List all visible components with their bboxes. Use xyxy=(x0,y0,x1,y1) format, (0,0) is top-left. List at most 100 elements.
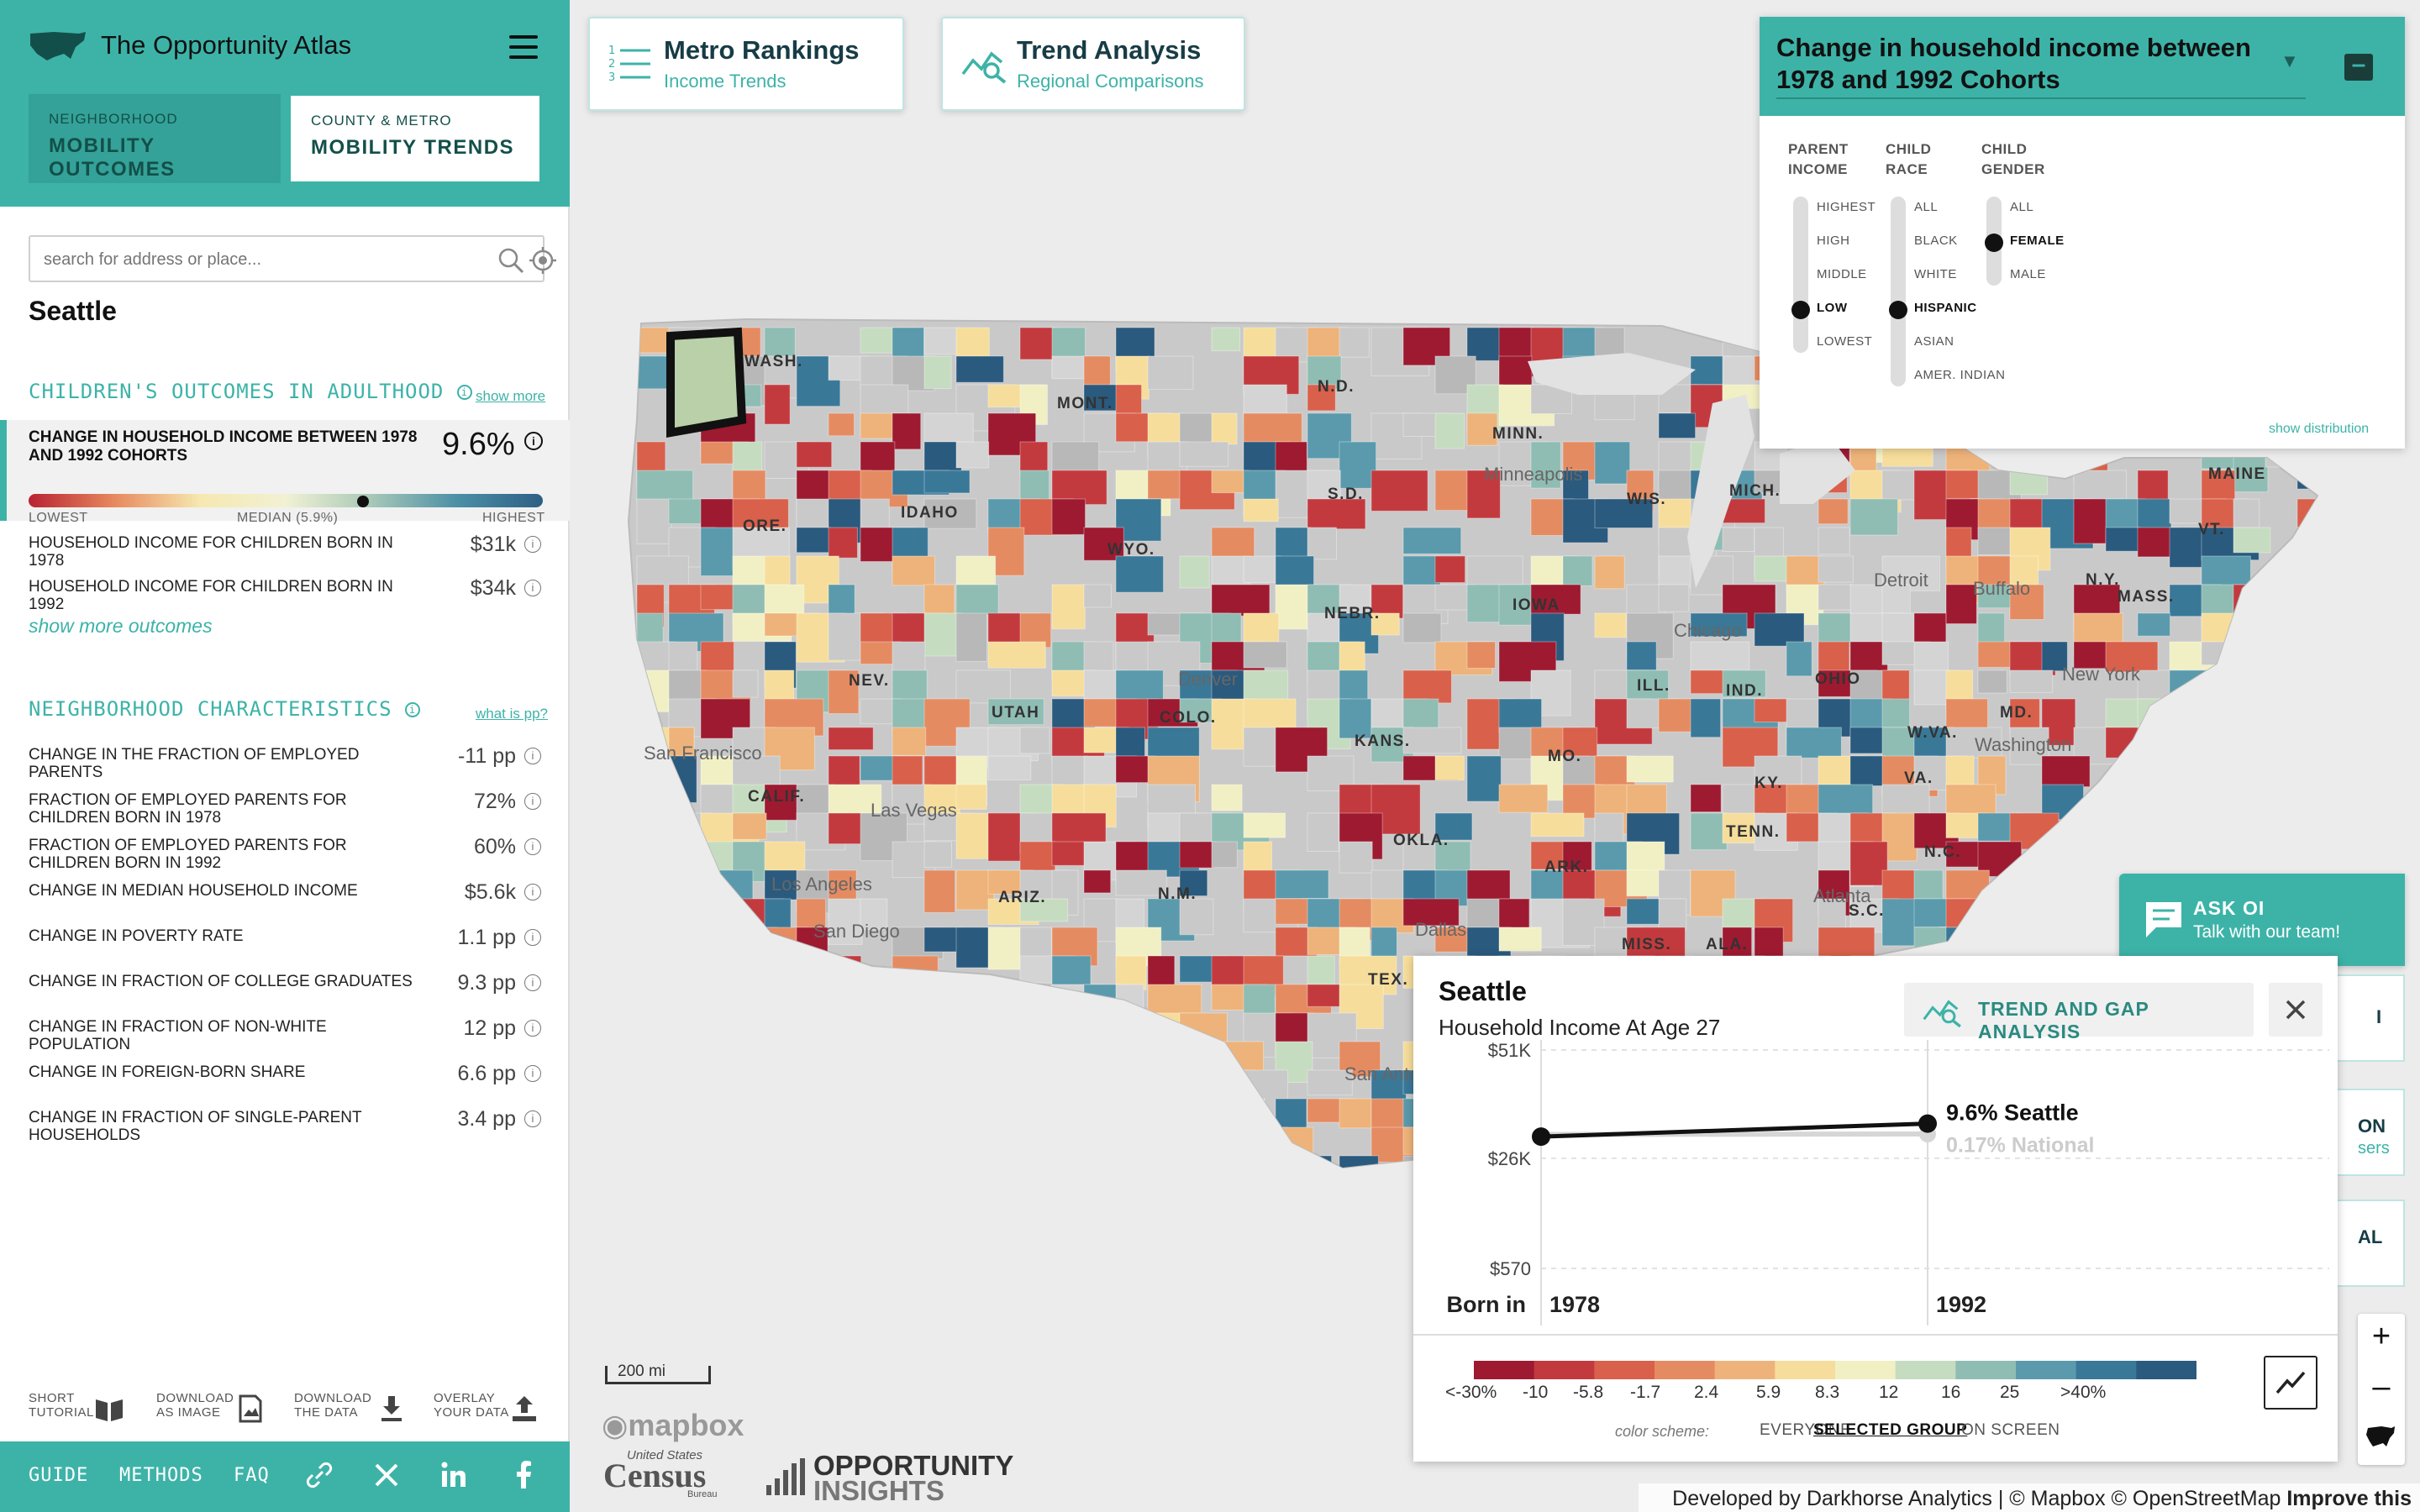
county-tile[interactable] xyxy=(1339,1155,1379,1201)
county-tile[interactable] xyxy=(668,841,701,870)
county-tile[interactable] xyxy=(1051,470,1107,506)
county-tile[interactable] xyxy=(828,812,863,845)
county-tile[interactable] xyxy=(2201,755,2236,779)
tutorial-button[interactable]: SHORT TUTORIAL xyxy=(29,1391,94,1420)
county-tile[interactable] xyxy=(1179,841,1216,869)
county-tile[interactable] xyxy=(2169,727,2217,752)
county-tile[interactable] xyxy=(1051,498,1086,535)
county-tile[interactable] xyxy=(1594,441,1631,485)
county-tile[interactable] xyxy=(764,1012,806,1040)
county-tile[interactable] xyxy=(1275,1155,1333,1193)
county-tile[interactable] xyxy=(828,1098,865,1142)
county-tile[interactable] xyxy=(955,784,987,810)
county-tile[interactable] xyxy=(2233,584,2275,624)
county-tile[interactable] xyxy=(1402,669,1452,704)
county-tile[interactable] xyxy=(1115,1098,1166,1126)
county-tile[interactable] xyxy=(892,1126,933,1175)
county-tile[interactable] xyxy=(1307,1069,1353,1096)
locate-icon[interactable] xyxy=(529,247,556,274)
hamburger-menu-icon[interactable] xyxy=(509,35,538,59)
county-tile[interactable] xyxy=(1849,841,1888,886)
county-tile[interactable] xyxy=(636,898,689,930)
county-tile[interactable] xyxy=(2009,927,2069,955)
info-icon[interactable]: i xyxy=(524,1020,541,1037)
county-tile[interactable] xyxy=(1754,612,1805,647)
methods-link[interactable]: METHODS xyxy=(119,1465,203,1486)
county-tile[interactable] xyxy=(1083,1069,1131,1116)
county-tile[interactable] xyxy=(1115,869,1167,896)
county-tile[interactable] xyxy=(2265,669,2308,695)
county-tile[interactable] xyxy=(1818,555,1854,583)
county-tile[interactable] xyxy=(1945,727,2002,759)
county-tile[interactable] xyxy=(636,1126,670,1168)
county-tile[interactable] xyxy=(1626,755,1674,783)
filter-option[interactable]: MIDDLE xyxy=(1817,267,1867,281)
county-tile[interactable] xyxy=(1307,812,1339,853)
zoom-in-button[interactable]: + xyxy=(2371,1319,2391,1354)
county-tile[interactable] xyxy=(1115,955,1147,990)
county-tile[interactable] xyxy=(732,955,789,1001)
book-icon[interactable] xyxy=(94,1394,124,1423)
county-tile[interactable] xyxy=(2296,698,2344,722)
county-tile[interactable] xyxy=(2105,784,2162,817)
filter-option[interactable]: HIGHEST xyxy=(1817,200,1876,214)
download-image-button[interactable]: DOWNLOAD AS IMAGE xyxy=(156,1391,234,1420)
county-tile[interactable] xyxy=(732,1069,776,1096)
mapbox-logo[interactable]: ◉mapbox xyxy=(602,1408,744,1442)
county-tile[interactable] xyxy=(923,498,977,529)
county-tile[interactable] xyxy=(2296,441,2324,490)
county-tile[interactable] xyxy=(923,984,980,1015)
county-tile[interactable] xyxy=(1818,527,1850,555)
county-tile[interactable] xyxy=(2137,612,2171,637)
county-tile[interactable] xyxy=(2073,841,2133,874)
county-tile[interactable] xyxy=(1019,1012,1066,1059)
county-tile[interactable] xyxy=(1307,355,1342,391)
county-tile[interactable] xyxy=(892,641,926,672)
county-tile[interactable] xyxy=(1786,727,1842,759)
trend-gap-analysis-button[interactable]: TREND AND GAP ANALYSIS xyxy=(1904,983,2254,1042)
county-tile[interactable] xyxy=(2073,812,2105,838)
county-tile[interactable] xyxy=(1434,755,1465,781)
county-tile[interactable] xyxy=(923,1041,968,1076)
county-tile[interactable] xyxy=(796,527,831,554)
county-tile[interactable] xyxy=(2169,698,2197,749)
county-tile[interactable] xyxy=(860,1098,893,1125)
county-tile[interactable] xyxy=(796,1098,837,1131)
county-tile[interactable] xyxy=(1179,441,1229,467)
county-tile[interactable] xyxy=(828,669,860,715)
county-tile[interactable] xyxy=(700,1126,760,1172)
download-icon[interactable] xyxy=(376,1394,407,1423)
county-tile[interactable] xyxy=(700,1069,734,1108)
filter-option[interactable]: MALE xyxy=(2010,267,2046,281)
county-tile[interactable] xyxy=(1275,1098,1307,1132)
filter-option[interactable]: BLACK xyxy=(1914,234,1958,248)
county-tile[interactable] xyxy=(1211,841,1238,869)
county-tile[interactable] xyxy=(955,812,992,859)
county-tile[interactable] xyxy=(828,412,855,437)
county-tile[interactable] xyxy=(892,955,939,995)
county-tile[interactable] xyxy=(1690,612,1748,638)
county-tile[interactable] xyxy=(955,669,1011,704)
county-tile[interactable] xyxy=(668,955,725,999)
county-tile[interactable] xyxy=(2265,727,2308,757)
county-tile[interactable] xyxy=(1083,1012,1112,1043)
county-tile[interactable] xyxy=(987,984,1034,1026)
county-tile[interactable] xyxy=(2201,698,2245,748)
info-icon[interactable]: i xyxy=(405,702,421,717)
county-tile[interactable] xyxy=(1211,412,1238,445)
county-tile[interactable] xyxy=(668,984,713,1019)
county-tile[interactable] xyxy=(1147,1126,1197,1154)
filter-option[interactable]: HIGH xyxy=(1817,234,1850,248)
county-tile[interactable] xyxy=(668,1126,723,1173)
county-tile[interactable] xyxy=(796,1069,848,1104)
county-tile[interactable] xyxy=(1211,327,1241,352)
county-tile[interactable] xyxy=(2265,698,2310,742)
info-icon[interactable]: i xyxy=(524,974,541,991)
county-tile[interactable] xyxy=(828,984,885,1024)
scheme-option-on-screen[interactable]: ON SCREEN xyxy=(1961,1421,2060,1439)
county-tile[interactable] xyxy=(892,1098,923,1142)
county-tile[interactable] xyxy=(2265,812,2322,847)
county-tile[interactable] xyxy=(2265,784,2292,826)
county-tile[interactable] xyxy=(828,727,874,751)
county-tile[interactable] xyxy=(1211,784,1243,811)
